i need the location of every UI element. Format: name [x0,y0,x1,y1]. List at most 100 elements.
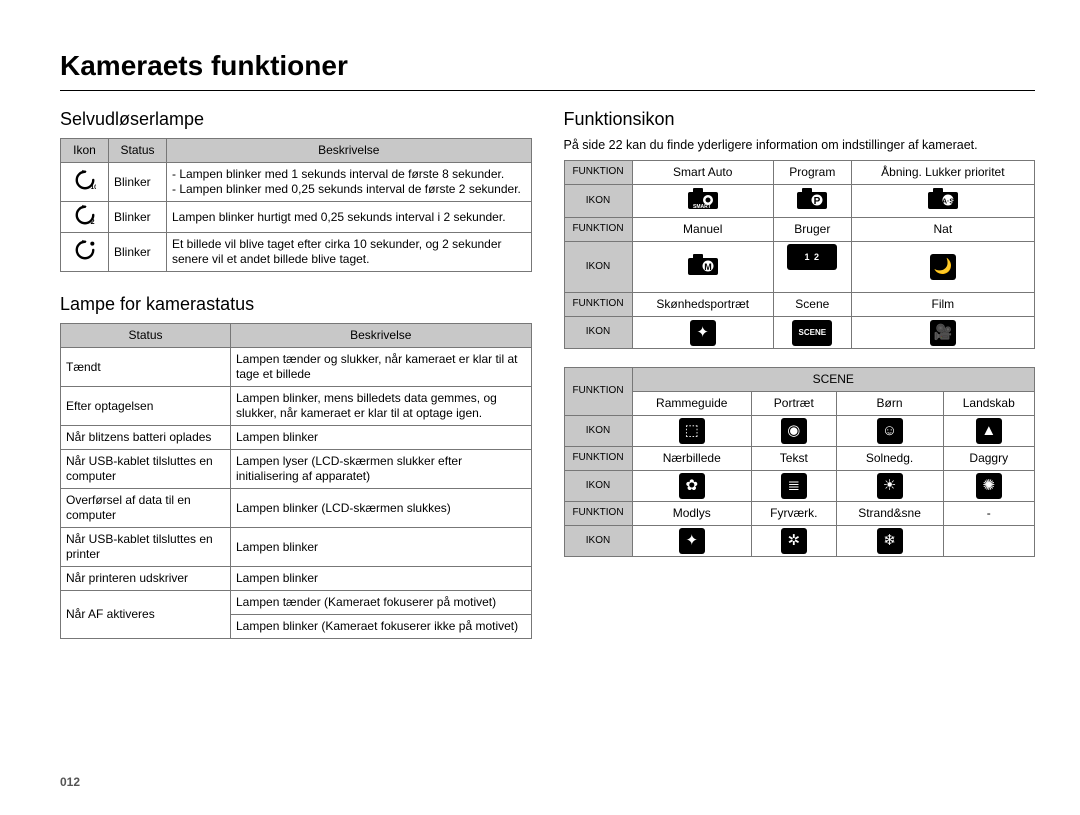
camera-status-table: Status Beskrivelse TændtLampen tænder og… [60,323,532,639]
cell-desc: Lampen blinker hurtigt med 0,25 sekunds … [167,202,532,233]
self-timer-table: Ikon Status Beskrivelse 10 Blinker - Lam… [60,138,532,272]
table-row: TændtLampen tænder og slukker, når kamer… [61,348,532,387]
mode-label: Smart Auto [632,161,773,185]
scene-mode-icon: SCENE [773,317,851,349]
scene-label: Landskab [943,392,1034,416]
closeup-icon: ✿ [632,471,751,502]
svg-text:SMART: SMART [693,204,711,210]
mode-label: Åbning. Lukker prioritet [851,161,1034,185]
row-label-ikon: IKON [564,317,632,349]
cell-desc: Lampen blinker [231,567,532,591]
mode-label: Nat [851,218,1034,242]
scene-label: Tekst [751,447,836,471]
cell-desc: Lampen blinker (Kameraet fokuserer ikke … [231,615,532,639]
function-icon-intro: På side 22 kan du finde yderligere infor… [564,138,1036,152]
timer-10s-icon: 10 [61,163,109,202]
cell-desc: Lampen tænder (Kameraet fokuserer på mot… [231,591,532,615]
mode-label: Bruger [773,218,851,242]
cell-status: Når AF aktiveres [61,591,231,639]
cell-status: Blinker [109,202,167,233]
manual-icon: M [632,242,773,293]
th-status: Status [109,139,167,163]
row-label-ikon: IKON [564,242,632,293]
cell-status: Blinker [109,233,167,272]
scene-table: FUNKTION SCENE Rammeguide Portræt Børn L… [564,367,1036,557]
cell-desc: Lampen blinker [231,426,532,450]
cell-status: Efter optagelsen [61,387,231,426]
right-column: Funktionsikon På side 22 kan du finde yd… [564,105,1036,639]
mode-label: Scene [773,293,851,317]
beauty-icon: ✦ [632,317,773,349]
row-label-funktion: FUNKTION [564,502,632,526]
scene-label: Solnedg. [836,447,943,471]
beachsnow-icon: ❄ [836,526,943,557]
page-number: 012 [60,775,80,789]
scene-label: Børn [836,392,943,416]
svg-text:M: M [704,262,712,272]
th-icon: Ikon [61,139,109,163]
row-label-funktion: FUNKTION [564,161,632,185]
scene-label: Daggry [943,447,1034,471]
cell-desc: - Lampen blinker med 1 sekunds interval … [167,163,532,202]
table-row: 10 Blinker - Lampen blinker med 1 sekund… [61,163,532,202]
landscape-icon: ▲ [943,416,1034,447]
program-icon: P [773,185,851,218]
row-label-ikon: IKON [564,471,632,502]
table-row: Når AF aktiveresLampen tænder (Kameraet … [61,591,532,615]
dawn-icon: ✺ [943,471,1034,502]
scene-label: Nærbillede [632,447,751,471]
th-desc: Beskrivelse [167,139,532,163]
cell-status: Når printeren udskriver [61,567,231,591]
scene-label: Fyrværk. [751,502,836,526]
timer-2s-icon: 2 [61,202,109,233]
cell-desc: Lampen lyser (LCD-skærmen slukker efter … [231,450,532,489]
scene-label: Portræt [751,392,836,416]
cell-status: Når USB-kablet tilsluttes en printer [61,528,231,567]
left-column: Selvudløserlampe Ikon Status Beskrivelse… [60,105,532,639]
th-desc: Beskrivelse [231,324,532,348]
cell-desc: Lampen blinker, mens billedets data gemm… [231,387,532,426]
scene-label: Rammeguide [632,392,751,416]
cell-desc: Lampen blinker [231,528,532,567]
scene-label: Strand&sne [836,502,943,526]
manual-page: Kameraets funktioner Selvudløserlampe Ik… [0,0,1080,815]
children-icon: ☺ [836,416,943,447]
backlight-icon: ✦ [632,526,751,557]
portrait-icon: ◉ [751,416,836,447]
row-label-funktion: FUNKTION [564,368,632,416]
table-row: Når USB-kablet tilsluttes en computerLam… [61,450,532,489]
cell-desc: Et billede vil blive taget efter cirka 1… [167,233,532,272]
cell-status: Overførsel af data til en computer [61,489,231,528]
row-label-funktion: FUNKTION [564,447,632,471]
cell-desc: Lampen blinker (LCD-skærmen slukkes) [231,489,532,528]
table-row: 2 Blinker Lampen blinker hurtigt med 0,2… [61,202,532,233]
two-column-layout: Selvudløserlampe Ikon Status Beskrivelse… [60,105,1035,639]
row-label-ikon: IKON [564,526,632,557]
empty-icon [943,526,1034,557]
mode-label: Skønhedsportræt [632,293,773,317]
aperture-shutter-icon: A·S [851,185,1034,218]
cell-status: Tændt [61,348,231,387]
table-row: Når blitzens batteri opladesLampen blink… [61,426,532,450]
page-title: Kameraets funktioner [60,50,1035,91]
row-label-funktion: FUNKTION [564,218,632,242]
table-row: Blinker Et billede vil blive taget efter… [61,233,532,272]
movie-icon: 🎥 [851,317,1034,349]
scene-label: Modlys [632,502,751,526]
table-row: Når printeren udskriverLampen blinker [61,567,532,591]
row-label-funktion: FUNKTION [564,293,632,317]
fireworks-icon: ✲ [751,526,836,557]
svg-text:2: 2 [90,217,94,226]
sunset-icon: ☀ [836,471,943,502]
smart-auto-icon: SMART [632,185,773,218]
table-row: Når USB-kablet tilsluttes en printerLamp… [61,528,532,567]
svg-text:P: P [814,196,821,207]
section-camera-status-title: Lampe for kamerastatus [60,294,532,315]
table-row: Overførsel af data til en computerLampen… [61,489,532,528]
mode-label: Program [773,161,851,185]
cell-status: Blinker [109,163,167,202]
mode-label: Manuel [632,218,773,242]
row-label-ikon: IKON [564,416,632,447]
frameguide-icon: ⬚ [632,416,751,447]
user-icon: 1 2USER [773,242,851,293]
